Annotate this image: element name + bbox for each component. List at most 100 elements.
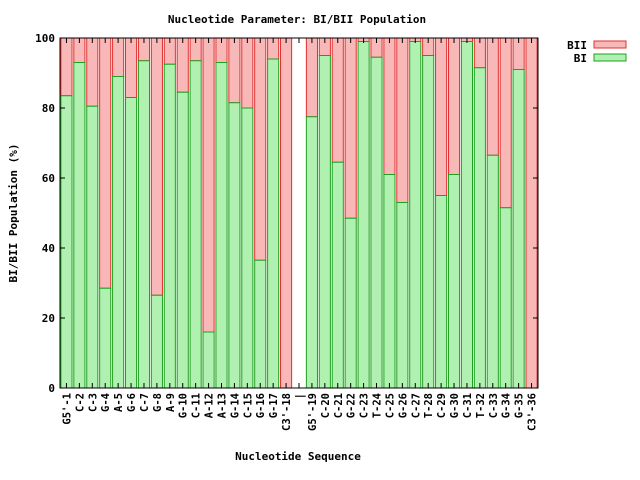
x-tick-label: C-21 (333, 393, 345, 418)
bar-bi-7 (150, 294, 163, 389)
y-tick-label: 80 (42, 102, 55, 115)
x-axis: G5'-1 C-2 C-3 G-4 A-5 G-6 C-7 G-8 A-9 G-10 C-11 A-1… (61, 38, 539, 431)
x-tick-label: C-33 (488, 393, 500, 418)
x-tick-label: C-29 (436, 393, 448, 418)
bar-bii-0 (60, 37, 73, 97)
bar-bii-19 (305, 37, 318, 118)
x-tick-label: T-28 (423, 393, 435, 418)
bar-bi-26 (396, 202, 409, 389)
x-axis-label: Nucleotide Sequence (235, 450, 361, 463)
bar-bi-8 (163, 63, 176, 389)
bar-bi-20 (318, 55, 331, 389)
bar-bi-4 (112, 76, 125, 389)
x-tick-label: T-24 (372, 393, 384, 418)
bar-bii-2 (86, 37, 99, 107)
x-tick-label: C-3 (87, 393, 99, 412)
legend-label-bii: BII (567, 39, 587, 52)
bar-bi-0 (60, 95, 73, 389)
bar-bi-35 (512, 69, 525, 389)
bar-bii-14 (241, 37, 254, 109)
bar-bii-17 (280, 37, 293, 389)
x-tick-label: C-11 (191, 393, 203, 418)
x-tick-label: G-4 (100, 393, 112, 412)
y-tick-label: 40 (42, 242, 55, 255)
bar-bi-12 (215, 62, 228, 389)
legend-swatch-bii (593, 40, 627, 49)
x-tick-label: A-12 (204, 393, 216, 418)
x-tick-label: C-20 (320, 393, 332, 418)
legend-label-bi: BI (574, 52, 587, 65)
x-tick-label: C-25 (384, 393, 396, 418)
bar-bii-26 (396, 37, 409, 203)
bar-bii-11 (202, 37, 215, 333)
y-tick-label: 100 (35, 32, 55, 45)
bar-bi-3 (99, 287, 112, 389)
x-tick-label: G5'-19 (307, 393, 319, 431)
bar-bii-5 (124, 37, 138, 98)
x-tick-label: C-15 (242, 393, 254, 418)
bar-bii-21 (331, 37, 344, 163)
x-tick-label: T-32 (475, 393, 487, 418)
y-axis-label: BI/BII Population (%) (7, 143, 20, 282)
y-tick-label: 20 (42, 312, 55, 325)
x-tick-label: G5'-1 (61, 393, 73, 425)
bar-bi-28 (422, 55, 435, 389)
bar-bi-30 (447, 174, 461, 389)
x-tick-label: G-10 (178, 393, 190, 418)
bar-bi-2 (86, 105, 99, 389)
x-tick-label: C-2 (74, 393, 86, 412)
x-tick-label: G-8 (152, 393, 164, 412)
bar-bii-29 (435, 37, 448, 196)
bar-bii-25 (383, 37, 396, 175)
x-tick-label: G-35 (514, 393, 526, 418)
x-tick-label: C-27 (410, 393, 422, 418)
y-axis: 0 20 40 60 80 100 (35, 32, 538, 395)
x-tick-label: C-31 (462, 393, 474, 418)
x-tick-label: A-13 (216, 393, 228, 418)
bar-bi-1 (73, 62, 86, 389)
bar-bi-32 (473, 67, 486, 389)
bar-bi-10 (189, 60, 202, 389)
bar-bi-19 (305, 116, 318, 389)
x-tick-label: A-5 (113, 393, 125, 412)
bar-bi-6 (137, 60, 151, 389)
bar-bi-16 (267, 58, 280, 389)
bar-bii-36 (525, 37, 538, 389)
x-tick-label: C3'-36 (527, 393, 539, 431)
bar-bi-14 (241, 107, 254, 389)
bar-bi-11 (202, 331, 215, 389)
bar-bii-7 (150, 37, 163, 296)
bar-bi-25 (383, 174, 396, 389)
bar-bii-9 (176, 37, 189, 93)
x-tick-label: G-17 (268, 393, 280, 418)
x-tick-label: G-26 (397, 393, 409, 418)
x-tick-label: G-16 (255, 393, 267, 418)
bar-bii-15 (254, 37, 267, 261)
bar-bii-22 (344, 37, 357, 219)
x-tick-label: C-7 (139, 393, 151, 412)
x-tick-label: A-9 (165, 393, 177, 412)
x-tick-label: | (294, 393, 306, 399)
x-tick-label: G-14 (229, 393, 241, 418)
y-tick-label: 0 (48, 382, 55, 395)
bar-bi-23 (357, 41, 370, 389)
plot-area (60, 37, 538, 389)
x-tick-label: C3'-18 (281, 393, 293, 431)
y-tick-label: 60 (42, 172, 55, 185)
bar-bi-9 (176, 91, 189, 389)
bar-bii-30 (447, 37, 461, 175)
bar-bi-22 (344, 217, 357, 389)
bar-bi-33 (486, 154, 499, 389)
bar-bi-5 (124, 97, 138, 389)
x-tick-label: G-22 (346, 393, 358, 418)
x-tick-label: G-30 (449, 393, 461, 418)
legend-swatch-bi (593, 53, 627, 62)
bar-bi-13 (228, 102, 241, 389)
bar-bii-13 (228, 37, 241, 104)
bar-bi-15 (254, 259, 267, 389)
bar-bii-33 (486, 37, 499, 156)
bar-bi-29 (435, 195, 448, 389)
x-tick-label: G-34 (501, 393, 513, 418)
bar-bi-27 (409, 41, 422, 389)
